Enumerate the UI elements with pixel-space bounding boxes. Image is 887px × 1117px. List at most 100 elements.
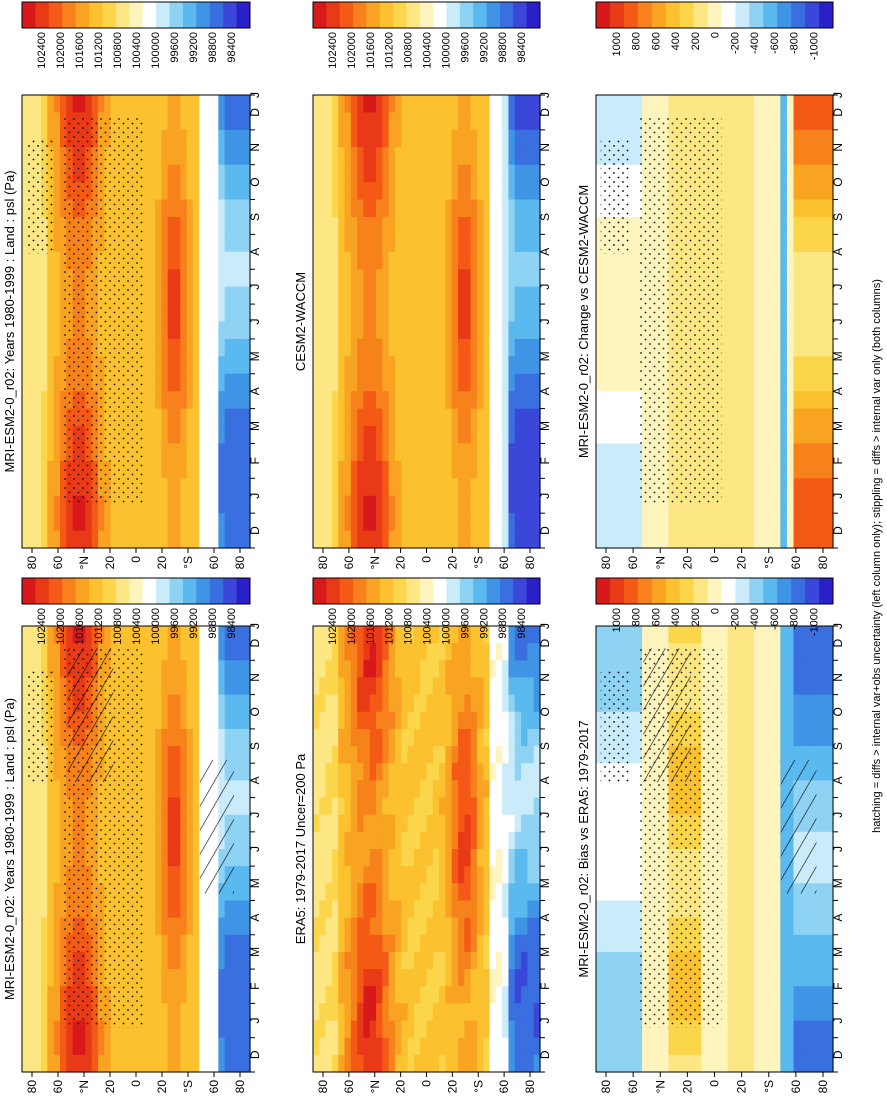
heatmap-cell xyxy=(439,496,446,514)
heatmap-cell xyxy=(502,900,509,918)
heatmap-cell xyxy=(161,677,168,695)
heatmap-cell xyxy=(218,1038,225,1056)
heatmap-cell xyxy=(357,1055,364,1073)
heatmap-cell xyxy=(161,112,168,130)
heatmap-cell xyxy=(206,200,213,218)
heatmap-cell xyxy=(395,95,402,113)
heatmap-cell xyxy=(414,626,421,644)
colorbar-swatch xyxy=(49,578,63,604)
heatmap-cell xyxy=(408,112,415,130)
heatmap-cell xyxy=(741,729,748,747)
heatmap-cell xyxy=(313,986,320,1004)
heatmap-cell xyxy=(382,729,389,747)
heatmap-cell xyxy=(174,165,181,183)
heatmap-cell xyxy=(420,287,427,305)
heatmap-cell xyxy=(401,165,408,183)
lat-tick-label: 0 xyxy=(420,1080,434,1087)
heatmap-cell xyxy=(212,712,219,730)
heatmap-cell xyxy=(483,374,490,392)
heatmap-cell xyxy=(395,1055,402,1073)
heatmap-cell xyxy=(496,304,503,322)
heatmap-cell xyxy=(218,322,225,340)
heatmap-cell xyxy=(237,780,244,798)
heatmap-cell xyxy=(382,269,389,287)
heatmap-cell xyxy=(319,339,326,357)
heatmap-cell xyxy=(47,322,54,340)
heatmap-cell xyxy=(199,182,206,200)
heatmap-cell xyxy=(54,217,61,235)
heatmap-cell xyxy=(363,918,370,936)
heatmap-cell xyxy=(741,626,748,644)
heatmap-cell xyxy=(345,815,352,833)
heatmap-cell xyxy=(193,496,200,514)
colorbar-tick-label: 100000 xyxy=(150,608,162,645)
heatmap-cell xyxy=(807,918,814,936)
heatmap-cell xyxy=(73,1055,80,1073)
heatmap-cell xyxy=(521,780,528,798)
heatmap-cell xyxy=(774,1055,781,1073)
heatmap-cell xyxy=(168,252,175,270)
heatmap-cell xyxy=(414,252,421,270)
heatmap-cell xyxy=(47,269,54,287)
heatmap-cell xyxy=(370,695,377,713)
heatmap-cell xyxy=(199,147,206,165)
heatmap-cell xyxy=(767,969,774,987)
heatmap-cell xyxy=(642,626,649,644)
heatmap-cell xyxy=(515,763,522,781)
heatmap-cell xyxy=(22,1003,29,1021)
heatmap-cell xyxy=(787,986,794,1004)
lat-tick-label: 80 xyxy=(233,1080,247,1094)
heatmap-cell xyxy=(149,130,156,148)
heatmap-cell xyxy=(427,496,434,514)
heatmap-cell xyxy=(313,1003,320,1021)
heatmap-cell xyxy=(41,643,48,661)
heatmap-cell xyxy=(357,1038,364,1056)
heatmap-cell xyxy=(496,234,503,252)
heatmap-cell xyxy=(636,1038,643,1056)
heatmap-cell xyxy=(527,531,534,549)
heatmap-cell xyxy=(41,969,48,987)
heatmap-cell xyxy=(155,513,162,531)
heatmap-cell xyxy=(502,182,509,200)
heatmap-cell xyxy=(395,287,402,305)
heatmap-cell xyxy=(345,986,352,1004)
heatmap-cell xyxy=(142,1021,149,1039)
heatmap-cell xyxy=(521,677,528,695)
heatmap-cell xyxy=(401,883,408,901)
heatmap-cell xyxy=(527,1055,534,1073)
heatmap-cell xyxy=(458,182,465,200)
heatmap-cell xyxy=(370,1003,377,1021)
heatmap-cell xyxy=(774,660,781,678)
heatmap-cell xyxy=(629,969,636,987)
heatmap-cell xyxy=(155,200,162,218)
heatmap-cell xyxy=(439,798,446,816)
heatmap-cell xyxy=(813,1021,820,1039)
colorbar-tick-label: 99600 xyxy=(459,608,471,639)
month-tick-label: M xyxy=(538,421,552,431)
heatmap-cell xyxy=(420,461,427,479)
heatmap-cell xyxy=(313,147,320,165)
colorbar-swatch xyxy=(170,578,184,604)
heatmap-cell xyxy=(142,252,149,270)
heatmap-cell xyxy=(199,478,206,496)
heatmap-cell xyxy=(747,969,754,987)
heatmap-cell xyxy=(515,918,522,936)
heatmap-cell xyxy=(357,443,364,461)
heatmap-cell xyxy=(382,200,389,218)
heatmap-cell xyxy=(427,695,434,713)
heatmap-cell xyxy=(622,986,629,1004)
heatmap-cell xyxy=(490,112,497,130)
heatmap-cell xyxy=(199,200,206,218)
heatmap-cell xyxy=(401,900,408,918)
colorbar-tick-label: 100400 xyxy=(131,32,143,69)
heatmap-cell xyxy=(596,832,603,850)
heatmap-cell xyxy=(351,182,358,200)
heatmap-cell xyxy=(187,513,194,531)
heatmap-cell xyxy=(174,866,181,884)
heatmap-cell xyxy=(149,815,156,833)
heatmap-cell xyxy=(527,866,534,884)
heatmap-cell xyxy=(338,461,345,479)
heatmap-cell xyxy=(363,426,370,444)
heatmap-cell xyxy=(527,252,534,270)
heatmap-cell xyxy=(92,95,99,113)
